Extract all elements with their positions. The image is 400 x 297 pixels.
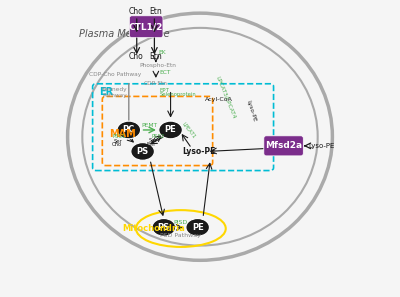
Text: EPT: EPT (159, 88, 169, 93)
Text: CDP-Etn: CDP-Etn (143, 81, 167, 86)
Text: Selenoprotein: Selenoprotein (159, 92, 196, 97)
Ellipse shape (117, 121, 140, 139)
Text: Phospho-Etn: Phospho-Etn (139, 63, 176, 68)
Text: Etn: Etn (149, 7, 162, 16)
Text: PISD: PISD (174, 219, 188, 225)
Text: Lyso-PE: Lyso-PE (183, 147, 216, 156)
Text: Lyso-PE: Lyso-PE (245, 100, 256, 123)
Text: PEMT: PEMT (142, 123, 158, 128)
Text: Etn: Etn (146, 142, 155, 146)
FancyBboxPatch shape (264, 136, 303, 156)
Text: PSS1: PSS1 (112, 134, 125, 139)
Ellipse shape (131, 143, 154, 160)
Text: PE: PE (192, 223, 204, 232)
Text: Cho: Cho (129, 52, 144, 61)
Text: CDP-Cho Pathway: CDP-Cho Pathway (88, 72, 141, 77)
Text: MAM: MAM (109, 129, 136, 139)
Ellipse shape (152, 219, 176, 236)
Text: LPCAT3/LPCAT4: LPCAT3/LPCAT4 (215, 75, 237, 119)
Text: EK: EK (159, 50, 166, 55)
Text: PS: PS (136, 147, 149, 156)
Text: Acyl-CoA: Acyl-CoA (205, 97, 233, 102)
Text: PS: PS (158, 223, 170, 232)
Ellipse shape (186, 219, 210, 236)
Text: Kennedy
Pathway: Kennedy Pathway (102, 87, 128, 98)
Text: LPEAT1: LPEAT1 (180, 121, 196, 139)
Text: Lyso-PE: Lyso-PE (309, 143, 335, 149)
Text: Cho: Cho (112, 143, 122, 147)
FancyBboxPatch shape (129, 16, 163, 38)
Text: Mitochondria: Mitochondria (122, 224, 185, 233)
Text: ECT: ECT (159, 70, 171, 75)
Text: Ser: Ser (148, 138, 157, 143)
Ellipse shape (159, 121, 182, 139)
Text: ER: ER (99, 87, 114, 97)
Text: Plasma Membrane: Plasma Membrane (79, 29, 170, 39)
Text: PSD Pathway: PSD Pathway (160, 233, 201, 238)
Text: PSS2: PSS2 (151, 134, 164, 139)
Text: Cho: Cho (129, 7, 144, 16)
Text: Etn: Etn (149, 52, 162, 61)
Text: Ser: Ser (114, 139, 123, 144)
Text: PE: PE (165, 125, 176, 135)
Text: CTL1/2: CTL1/2 (129, 22, 163, 31)
Text: Mfsd2a: Mfsd2a (265, 141, 302, 150)
Text: PC: PC (123, 125, 135, 135)
